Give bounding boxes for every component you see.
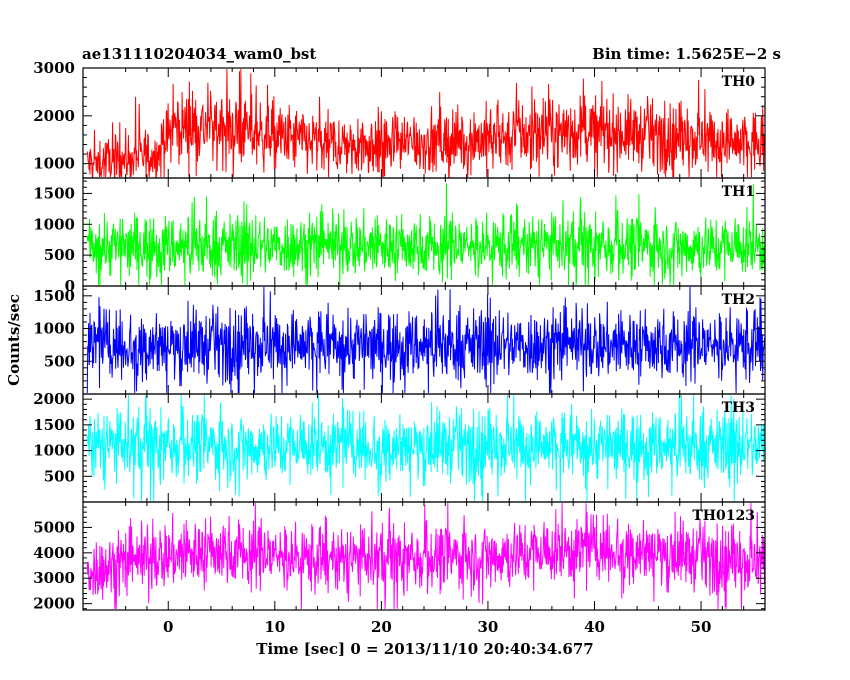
y-tick-label: 0 — [65, 277, 75, 295]
chart-title: ae131110204034_wam0_bst — [82, 45, 316, 63]
bin-time-label: Bin time: 1.5625E−2 s — [592, 45, 781, 63]
series-line-th2 — [86, 286, 765, 394]
series-line-th0123 — [86, 502, 765, 610]
x-tick-label: 0 — [163, 618, 173, 636]
panel-th3: 500 1000 1500 2000 TH3 — [33, 390, 766, 503]
y-tick-label: 500 — [44, 467, 75, 485]
panel-th0123: 2000 3000 4000 5000 TH0123 — [33, 501, 766, 613]
y-axis-label: Counts/sec — [5, 294, 23, 386]
panel-label-th3: TH3 — [722, 400, 755, 416]
y-tick-label: 1500 — [33, 287, 75, 305]
x-tick-label: 30 — [478, 618, 499, 636]
y-tick-label: 1000 — [33, 442, 75, 460]
x-tick-label: 50 — [691, 618, 712, 636]
y-tick-label: 500 — [44, 246, 75, 264]
series-line-th1 — [86, 183, 765, 286]
x-tick-label: 20 — [371, 618, 392, 636]
y-tick-label: 1500 — [33, 416, 75, 434]
y-tick-label: 3000 — [33, 569, 75, 587]
panel-th1: 0 500 1000 1500 TH1 — [33, 177, 766, 295]
panel-label-th0: TH0 — [722, 74, 756, 90]
y-tick-label: 1500 — [33, 184, 75, 202]
series-line-th3 — [86, 394, 765, 502]
panel-th2: 500 1000 1500 TH2 — [33, 285, 766, 395]
y-tick-label: 1000 — [33, 320, 75, 338]
y-tick-label: 2000 — [33, 595, 75, 613]
y-tick-label: 2000 — [33, 107, 75, 125]
x-tick-label: 40 — [584, 618, 605, 636]
x-tick-label: 10 — [264, 618, 285, 636]
x-axis-label: Time [sec] 0 = 2013/11/10 20:40:34.677 — [256, 640, 593, 658]
panel-label-th2: TH2 — [722, 292, 755, 308]
y-tick-label: 500 — [44, 352, 75, 370]
y-tick-label: 5000 — [33, 518, 75, 536]
panel-th0: 1000 2000 3000 TH0 — [33, 59, 766, 179]
y-tick-label: 2000 — [33, 390, 75, 408]
y-tick-label: 1000 — [33, 155, 75, 173]
y-tick-label: 4000 — [33, 544, 75, 562]
y-tick-label: 3000 — [33, 59, 75, 77]
panel-label-th1: TH1 — [722, 184, 755, 200]
y-tick-label: 1000 — [33, 215, 75, 233]
series-line-th0 — [86, 68, 765, 178]
panel-label-th0123: TH0123 — [692, 508, 755, 524]
